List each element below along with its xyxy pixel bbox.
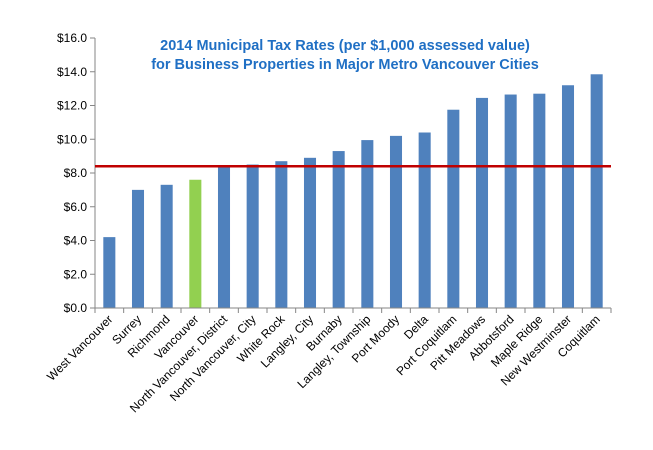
x-axis-labels: West VancouverSurreyRichmondVancouverNor… [44, 312, 603, 416]
bars [103, 74, 603, 308]
chart-title-line-2: for Business Properties in Major Metro V… [151, 57, 539, 73]
y-tick-label: $10.0 [57, 132, 87, 146]
y-tick-label: $4.0 [64, 234, 88, 248]
bar [131, 189, 145, 308]
y-tick-label: $6.0 [64, 200, 88, 214]
bar [590, 74, 603, 308]
bar [533, 93, 546, 308]
bar [246, 164, 259, 308]
bar [160, 184, 173, 308]
chart-title-line-1: 2014 Municipal Tax Rates (per $1,000 ass… [160, 38, 530, 54]
x-axis [94, 307, 612, 313]
y-tick-label: $14.0 [57, 65, 87, 79]
bar [332, 151, 345, 308]
bar [189, 179, 202, 308]
chart-title: 2014 Municipal Tax Rates (per $1,000 ass… [151, 38, 539, 73]
bar [389, 135, 403, 308]
y-tick-label: $16.0 [57, 31, 87, 45]
bar [103, 237, 116, 308]
bar [217, 166, 231, 308]
y-tick-label: $12.0 [57, 99, 87, 113]
bar [303, 157, 317, 308]
bar [447, 109, 460, 308]
y-axis: $0.0 $2.0 $4.0 $6.0 $8.0 $10.0 $12.0 $14.0 $16.0 [57, 31, 96, 315]
y-tick-label: $0.0 [64, 301, 88, 315]
bar [418, 132, 431, 308]
bar [275, 161, 288, 308]
bar [561, 85, 575, 308]
bar [504, 94, 517, 308]
y-tick-label: $2.0 [64, 267, 88, 281]
x-tick-label: West Vancouver [44, 312, 115, 383]
bar [475, 97, 489, 308]
y-tick-label: $8.0 [64, 166, 88, 180]
bar [361, 140, 374, 308]
